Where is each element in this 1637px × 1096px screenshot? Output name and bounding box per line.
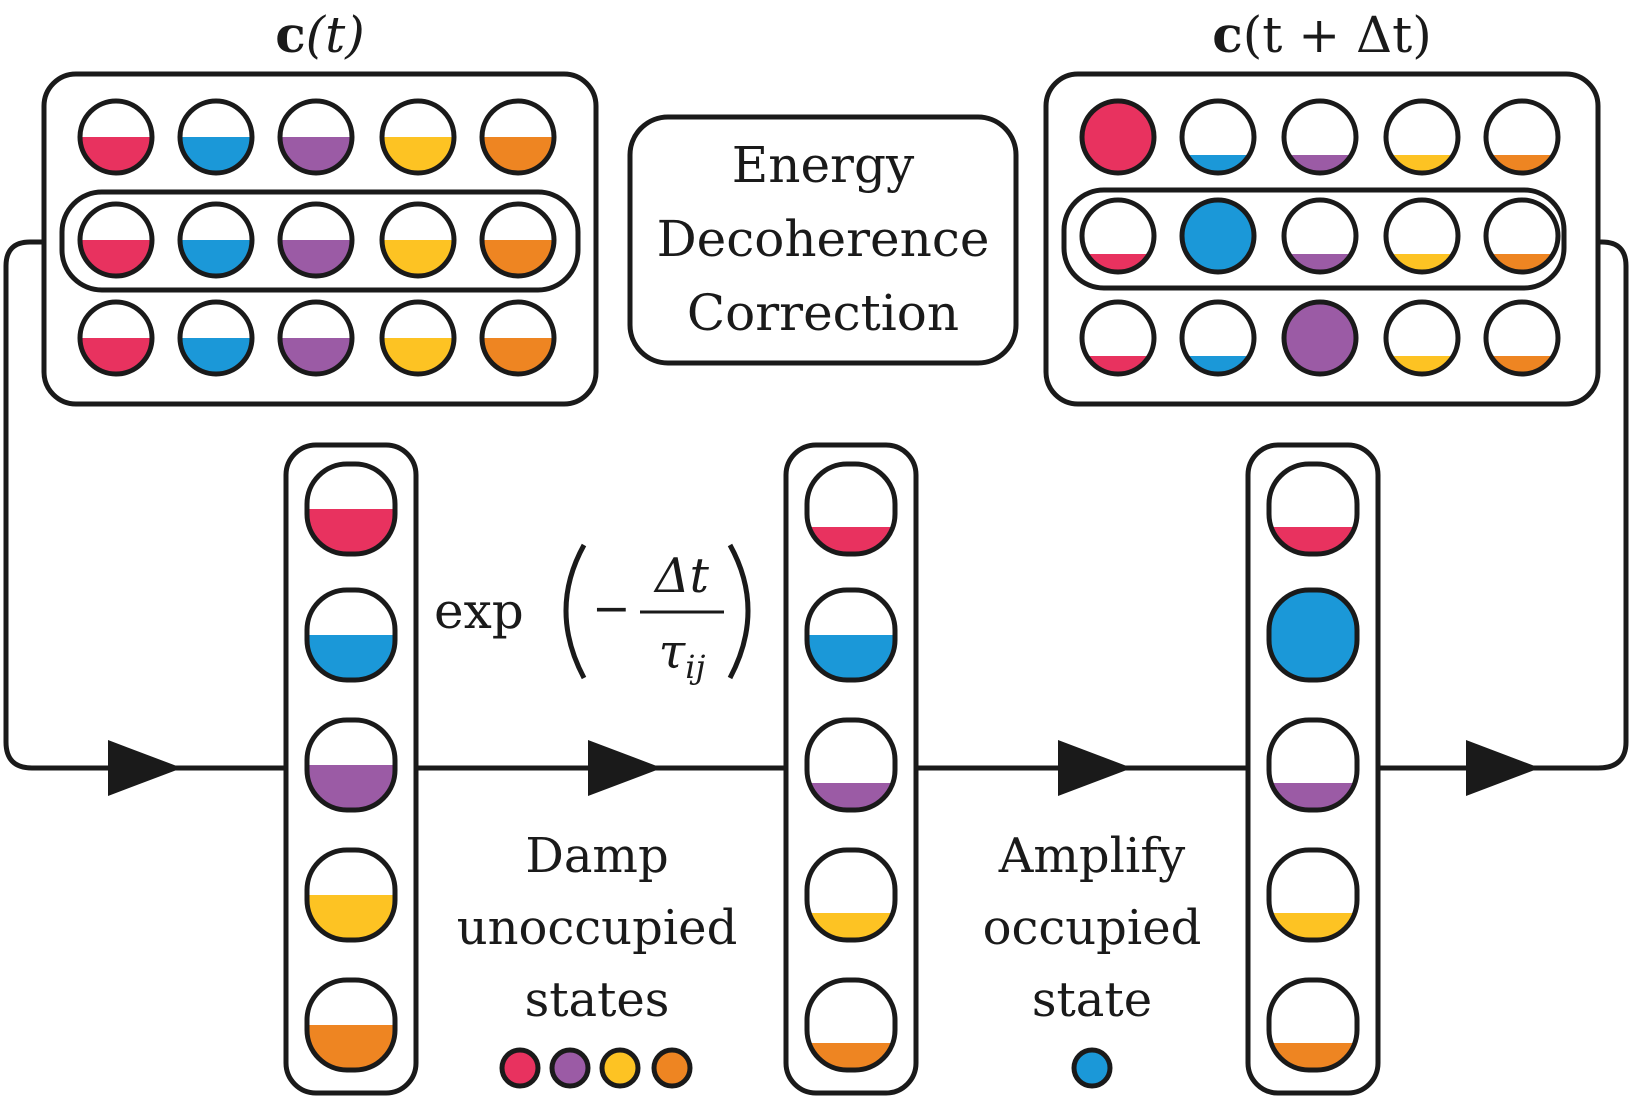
coefficient-bubble [1483,299,1561,377]
damp-line-1: Damp [525,828,668,884]
state-bubble [304,977,398,1073]
state-bubble [304,847,398,943]
coefficient-bubble [379,201,457,279]
formula-numerator: Δt [653,548,710,604]
coefficient-bubble [479,98,557,176]
coefficient-bubble [1179,299,1257,377]
coefficient-bubble [479,299,557,377]
edc-box [627,114,1019,366]
formula-left-paren [563,543,587,680]
state-bubble [304,587,398,683]
coefficient-bubble [379,98,457,176]
coefficient-bubble [1079,197,1157,275]
damp-line-2: unoccupied [457,900,738,956]
coefficient-bubble [1281,299,1359,377]
state-bubble [804,587,898,683]
coefficient-bubble [1383,299,1461,377]
title-ctdt-rest: (t + Δt) [1243,6,1432,64]
coefficient-bubble [1483,98,1561,176]
state-bubble [1266,717,1360,813]
coefficient-bubble [1483,197,1561,275]
coefficient-bubble [1179,197,1257,275]
coefficient-bubble [77,98,155,176]
coefficient-bubble [1079,98,1157,176]
state-bubble [1266,847,1360,943]
title-ctdt-bold: c [1212,5,1242,64]
arrowhead [588,740,662,796]
amp-line-1: Amplify [998,828,1186,884]
coefficient-bubble [479,201,557,279]
state-bubble [804,461,898,557]
coefficient-bubble [277,98,355,176]
damped-state-dot [599,1047,641,1089]
coefficient-bubble [177,299,255,377]
formula-subscript: ij [685,648,705,686]
damped-state-dot [651,1047,693,1089]
edc-line-2: Decoherence [657,210,990,268]
edc-line-1: Energy [732,136,915,194]
state-bubble [804,977,898,1073]
formula-exp: exp [434,582,524,640]
formula-right-paren [727,543,751,680]
arrowhead [108,740,182,796]
coefficient-bubble [1383,98,1461,176]
formula-denominator: τij [659,624,706,686]
arrowhead [1058,740,1132,796]
formula-tau: τ [659,624,687,680]
coefficient-bubble [1179,98,1257,176]
formula-minus: − [592,581,631,635]
state-bubble [304,717,398,813]
state-bubble [304,461,398,557]
coefficient-bubble [277,299,355,377]
coefficient-bubble [1079,299,1157,377]
coefficient-bubble [1281,98,1359,176]
damped-state-dot [499,1047,541,1089]
damping-formula: exp − Δt τij [434,543,751,686]
edc-line-3: Correction [687,284,959,342]
coefficient-bubble [1383,197,1461,275]
amplified-state-dot [1071,1047,1113,1089]
title-ctdt: c(t + Δt) [1212,5,1431,64]
damped-state-dot [549,1047,591,1089]
title-ct: c(t) [275,5,365,64]
coefficient-bubble [77,299,155,377]
coefficient-bubble [177,98,255,176]
amp-line-3: state [1032,972,1152,1028]
coefficient-bubble [77,201,155,279]
title-ct-rest: (t) [306,6,365,64]
amp-line-2: occupied [983,900,1202,956]
state-bubble [1266,977,1360,1073]
state-bubble [1266,461,1360,557]
coefficient-bubble [277,201,355,279]
coefficient-bubble [379,299,457,377]
state-bubble [804,847,898,943]
coefficient-bubble [177,201,255,279]
state-bubble [804,717,898,813]
title-ct-bold: c [275,5,305,64]
arrowhead [1466,740,1540,796]
damp-line-3: states [525,972,670,1028]
state-bubble [1266,587,1360,683]
coefficient-bubble [1281,197,1359,275]
